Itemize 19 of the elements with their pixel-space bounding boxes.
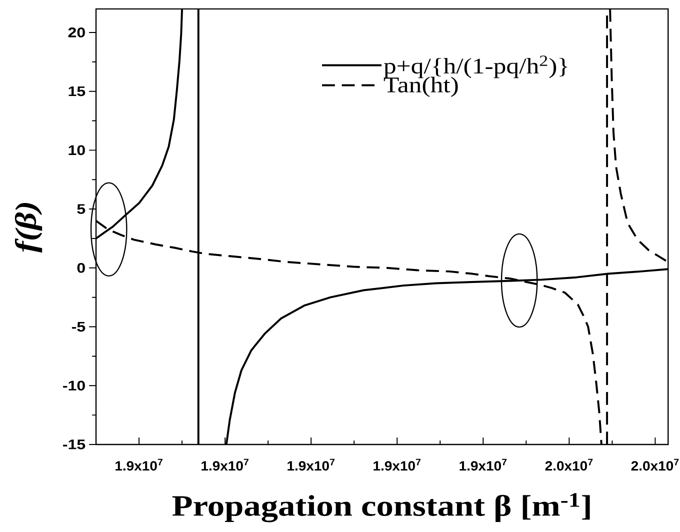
x-axis-title: Propagation constant β [m$^{-1}$] xyxy=(172,493,590,522)
x-tick-label: 1.9x10$^{7}$ xyxy=(460,458,507,471)
y-tick-label: 0 xyxy=(77,263,85,273)
x-tick-label: 2.0x10$^{7}$ xyxy=(545,458,593,471)
y-tick-label: 5 xyxy=(77,204,86,214)
y-tick-label: -5 xyxy=(72,322,86,332)
y-tick-label: -10 xyxy=(63,380,85,391)
y-tick-label: 15 xyxy=(68,86,86,96)
y-axis-title: f(β) xyxy=(14,202,42,253)
y-tick-label: -15 xyxy=(63,440,86,450)
y-tick-label: 10 xyxy=(68,145,85,156)
y-tick-label: 20 xyxy=(68,28,85,38)
legend-label: p+q/{h/(1-pq/h$^{2}$)} xyxy=(384,56,568,78)
x-tick-label: 2.0x10$^{7}$ xyxy=(631,458,679,471)
x-tick-label: 1.9x10$^{7}$ xyxy=(288,458,335,471)
x-tick-label: 1.9x10$^{7}$ xyxy=(374,458,421,471)
x-tick-label: 1.9x10$^{7}$ xyxy=(202,458,249,471)
x-tick-label: 1.9x10$^{7}$ xyxy=(116,458,162,471)
legend-label: Tan(ht) xyxy=(384,76,458,97)
